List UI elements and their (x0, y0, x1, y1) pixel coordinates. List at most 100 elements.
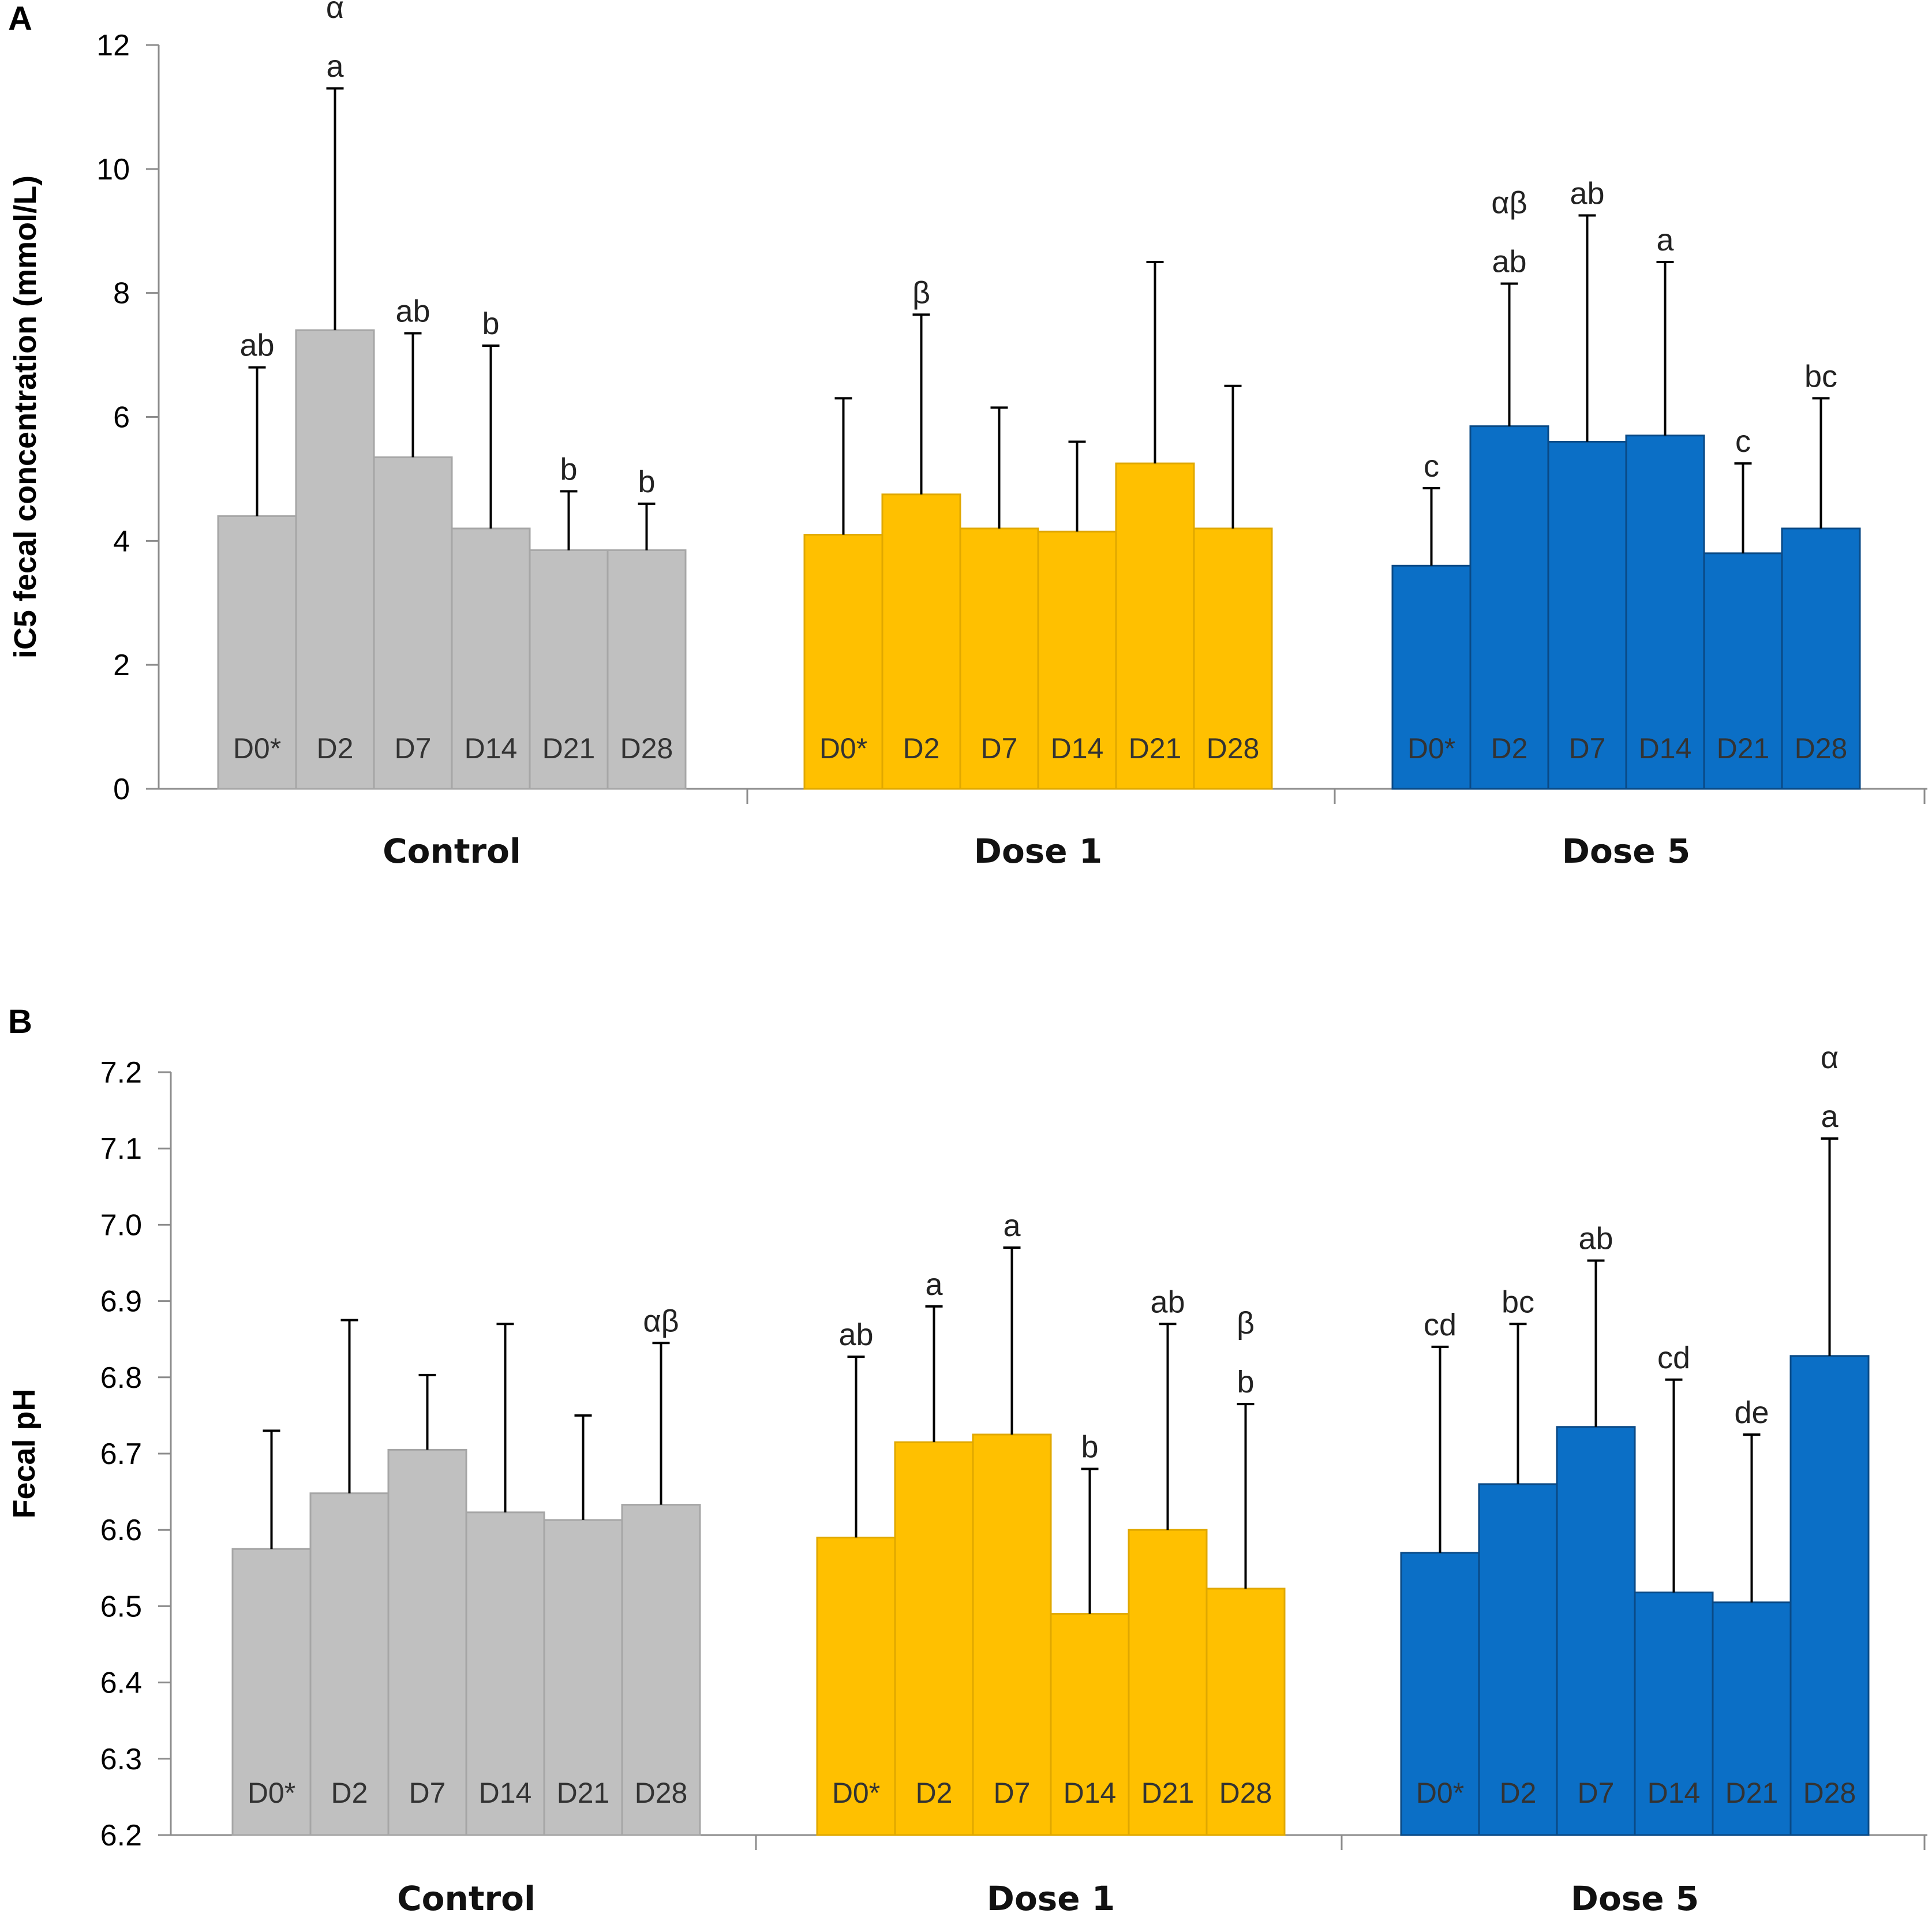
bar (231, 1548, 312, 1836)
bar-day-label: D21 (1141, 1777, 1195, 1809)
bar-day-label: D14 (465, 732, 518, 765)
group-label: Dose 5 (1571, 1879, 1699, 1918)
y-tick-label: 12 (96, 29, 130, 62)
bar-day-label: D14 (479, 1777, 532, 1809)
bar-day-label: D0* (1416, 1777, 1464, 1809)
y-tick-label: 10 (96, 153, 130, 186)
bar-day-label: D28 (1795, 732, 1848, 765)
bar-day-label: D14 (1051, 732, 1104, 765)
bar (1789, 1355, 1870, 1836)
bar-day-label: D14 (1639, 732, 1692, 765)
bar (1193, 527, 1273, 790)
bar-day-label: D2 (331, 1777, 368, 1809)
significance-letter: ab (395, 294, 430, 328)
significance-letter: a (1656, 223, 1674, 257)
y-tick-label: 7.2 (100, 1056, 142, 1089)
bar (972, 1433, 1052, 1836)
group-label: Dose 1 (987, 1879, 1115, 1918)
bar-day-label: D21 (557, 1777, 610, 1809)
bar-day-label: D21 (1129, 732, 1182, 765)
y-tick-label: 6 (113, 401, 130, 435)
bar (1400, 1552, 1480, 1836)
group-label: Dose 1 (974, 832, 1102, 871)
bar-day-label: D28 (1219, 1777, 1272, 1809)
bar-day-label: D7 (395, 732, 432, 765)
bar-day-label: D2 (916, 1777, 953, 1809)
bar (959, 527, 1039, 790)
significance-letter: αβ (1491, 186, 1527, 220)
significance-letter: de (1734, 1395, 1769, 1430)
significance-letter: a (326, 49, 344, 84)
bar-day-label: D21 (1725, 1777, 1779, 1809)
significance-letter: β (912, 275, 930, 310)
y-tick-label: 6.2 (100, 1819, 142, 1852)
significance-letter: a (925, 1267, 943, 1302)
panel-label-B: B (8, 1003, 32, 1040)
bar (881, 493, 961, 790)
bar-day-label: D7 (994, 1777, 1031, 1809)
y-tick-label: 6.5 (100, 1590, 142, 1623)
significance-letter: ab (1578, 1222, 1613, 1256)
significance-letter: β (1237, 1306, 1255, 1341)
significance-letter: a (1821, 1099, 1839, 1134)
bar-day-label: D0* (1407, 732, 1455, 765)
significance-letter: bc (1804, 359, 1837, 394)
bar-day-label: D2 (903, 732, 940, 765)
y-tick-label: 6.9 (100, 1285, 142, 1319)
bar-day-label: D0* (233, 732, 281, 765)
group-label: Control (397, 1879, 536, 1918)
significance-letter: c (1424, 449, 1439, 484)
significance-letter: b (1237, 1365, 1254, 1399)
group-label: Dose 5 (1562, 832, 1690, 871)
y-tick-label: 6.4 (100, 1667, 142, 1700)
bar (1556, 1426, 1636, 1836)
y-tick-label: 8 (113, 277, 130, 310)
bar (1712, 1601, 1792, 1836)
bar (621, 1504, 701, 1836)
y-tick-label: 6.7 (100, 1437, 142, 1471)
significance-letter: α (1821, 1040, 1839, 1075)
bar (1625, 435, 1705, 790)
bar-day-label: D0* (832, 1777, 880, 1809)
bar (1703, 552, 1783, 790)
bar (295, 329, 375, 790)
significance-letter: ab (1492, 245, 1526, 279)
bar-day-label: D28 (1803, 1777, 1856, 1809)
bar-day-label: D21 (542, 732, 596, 765)
significance-letter: cd (1424, 1308, 1457, 1342)
bar (606, 549, 687, 790)
bar-day-label: D14 (1064, 1777, 1117, 1809)
significance-letter: b (560, 452, 577, 486)
y-axis-title: Fecal pH (7, 1388, 42, 1518)
y-tick-label: 6.8 (100, 1361, 142, 1395)
bar (465, 1511, 545, 1836)
significance-letter: c (1735, 424, 1751, 459)
bar-day-label: D28 (635, 1777, 688, 1809)
bar-day-label: D0* (819, 732, 867, 765)
y-tick-label: 0 (113, 773, 130, 806)
bar-day-label: D28 (620, 732, 673, 765)
bar-day-label: D14 (1648, 1777, 1701, 1809)
significance-letter: a (1003, 1208, 1021, 1243)
significance-letter: bc (1502, 1285, 1534, 1319)
significance-letter: b (482, 306, 499, 341)
bar (816, 1536, 896, 1836)
y-tick-label: 4 (113, 525, 130, 558)
bar-day-label: D0* (248, 1777, 295, 1809)
bar (1547, 440, 1627, 790)
bar-day-label: D7 (1569, 732, 1606, 765)
y-tick-label: 7.0 (100, 1208, 142, 1242)
significance-letter: cd (1657, 1341, 1690, 1375)
bar-day-label: D7 (409, 1777, 446, 1809)
significance-letter: b (1081, 1429, 1098, 1464)
bar (373, 456, 453, 790)
significance-letter: αβ (643, 1304, 679, 1338)
significance-letter: ab (1570, 176, 1604, 211)
bar-day-label: D21 (1717, 732, 1770, 765)
y-tick-label: 7.1 (100, 1132, 142, 1166)
y-tick-label: 6.6 (100, 1514, 142, 1547)
bar (803, 534, 883, 790)
y-axis-title: iC5 fecal concentration (mmol/L) (8, 175, 43, 658)
significance-letter: b (638, 465, 655, 499)
